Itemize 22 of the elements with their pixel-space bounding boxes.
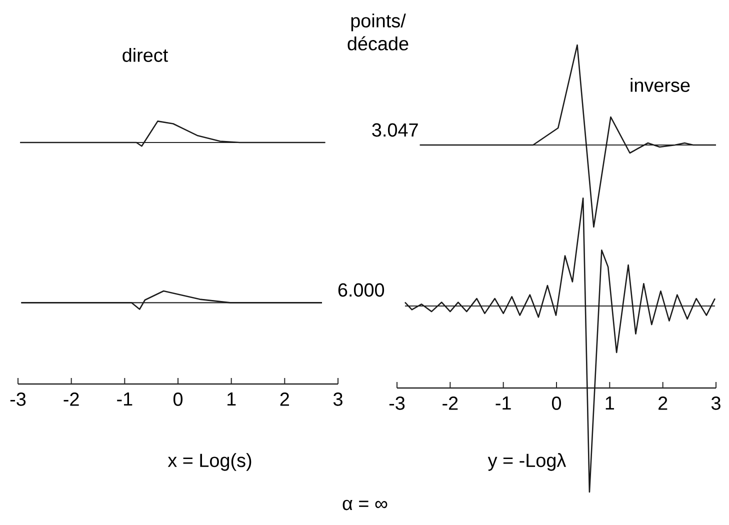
x-tick-label: 1 — [228, 392, 236, 406]
chart-title: direct — [122, 48, 168, 62]
x-axis-title: x = Log(s) — [168, 453, 252, 471]
x-tick-label: 3 — [333, 392, 342, 406]
x-tick-label: 2 — [280, 392, 289, 406]
x-tick-label: 0 — [552, 396, 562, 410]
annotation: points/ décade — [348, 14, 408, 50]
x-tick-label: -2 — [64, 392, 79, 406]
x-tick-label: -2 — [442, 396, 458, 410]
x-tick-label: 2 — [658, 396, 668, 410]
x-tick-label: -3 — [10, 392, 26, 406]
text: α = ∞ — [342, 500, 388, 510]
text: inverse — [630, 78, 690, 92]
x-tick-label: -3 — [389, 396, 405, 410]
x-tick-label: -1 — [117, 392, 132, 406]
text: 6.000 — [338, 283, 384, 297]
x-tick-label: 3 — [711, 396, 720, 410]
annotation: 3.047 — [372, 123, 418, 137]
x-tick-label: 0 — [173, 392, 183, 406]
x-tick-label: -1 — [496, 396, 511, 410]
x-axis-title: y = -Logλ — [488, 453, 566, 471]
x-tick-label: 1 — [606, 396, 614, 410]
